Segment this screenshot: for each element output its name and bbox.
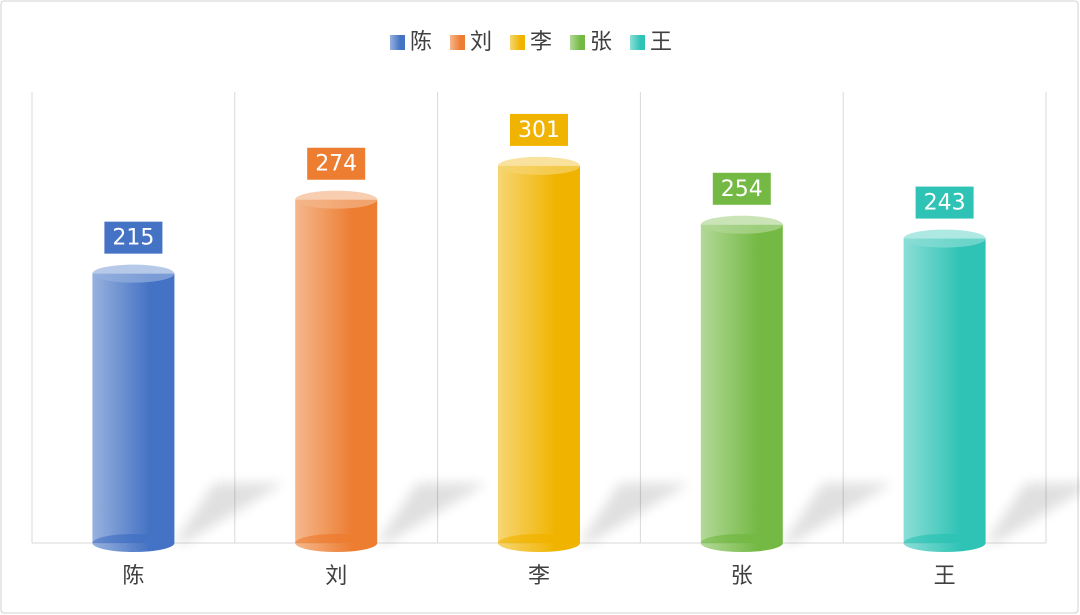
x-tick-label: 李	[528, 564, 550, 589]
data-label-box	[915, 186, 974, 219]
data-label: 301	[518, 118, 560, 143]
x-tick-label: 张	[731, 564, 753, 589]
legend-label: 张	[590, 30, 612, 55]
legend-label: 陈	[410, 30, 432, 55]
data-label: 243	[924, 191, 966, 216]
bar-shadow	[174, 483, 285, 543]
bar	[700, 215, 783, 552]
data-label: 274	[315, 152, 357, 177]
bar-shadow	[377, 483, 488, 543]
data-label: 254	[721, 177, 763, 202]
legend-label: 李	[530, 30, 552, 55]
data-label: 215	[112, 226, 154, 251]
bar	[903, 229, 986, 552]
x-tick-label: 刘	[325, 564, 347, 589]
bar	[295, 190, 378, 552]
data-label-box	[307, 147, 366, 180]
legend-label: 刘	[470, 30, 492, 55]
x-tick-label: 王	[934, 564, 956, 589]
bar-shadow	[782, 483, 893, 543]
bar-shadow	[580, 483, 690, 543]
bar-shadow	[985, 483, 1080, 543]
bar	[92, 264, 175, 552]
legend-swatch	[630, 35, 645, 50]
legend-swatch	[390, 35, 405, 50]
x-tick-label: 陈	[122, 564, 144, 589]
legend-swatch	[510, 35, 525, 50]
legend-swatch	[450, 35, 465, 50]
data-label-box	[510, 113, 568, 146]
legend-swatch	[570, 35, 585, 50]
data-label-box	[712, 172, 771, 205]
legend-label: 王	[650, 30, 672, 55]
data-label-box	[104, 221, 163, 254]
bar	[498, 156, 580, 552]
